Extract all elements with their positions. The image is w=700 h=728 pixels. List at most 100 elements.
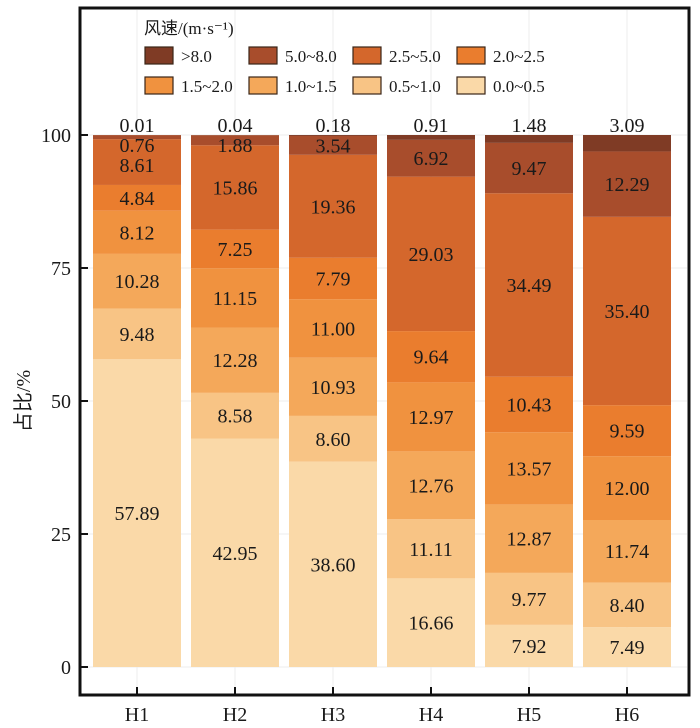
value-label: 0.91 [414, 115, 449, 137]
legend-label: >8.0 [181, 47, 212, 66]
y-tick-label: 50 [51, 391, 71, 413]
value-label: 9.59 [610, 421, 645, 443]
value-label: 0.04 [218, 115, 253, 137]
value-label: 12.00 [605, 478, 650, 500]
y-tick-label: 75 [51, 258, 71, 280]
value-label: 12.76 [409, 475, 454, 497]
value-label: 0.01 [120, 115, 155, 137]
bar-segment [485, 135, 573, 143]
bar-segment [485, 432, 573, 505]
legend-title: 风速/(m·s⁻¹) [144, 19, 234, 38]
bar-segment [485, 376, 573, 433]
bar-segment [485, 504, 573, 573]
legend-swatch [456, 46, 486, 65]
value-label: 9.64 [414, 347, 449, 369]
legend-label: 0.5~1.0 [389, 77, 441, 96]
bar-segment [191, 229, 279, 269]
bar-segment [93, 139, 181, 185]
bar-segment [387, 139, 475, 177]
legend-swatch [248, 46, 278, 65]
bar-segment [583, 216, 671, 406]
value-label: 8.60 [316, 429, 351, 451]
value-label: 15.86 [213, 177, 258, 199]
x-tick-label: H1 [125, 704, 149, 726]
value-label: 19.36 [311, 196, 356, 218]
bar-segment [191, 268, 279, 328]
legend-swatch [456, 76, 486, 95]
y-axis: 0 25 50 75 100 [41, 125, 88, 679]
legend-swatch [352, 76, 382, 95]
bar-segment [387, 135, 475, 140]
value-label: 0.76 [120, 135, 155, 157]
bar-segment [289, 357, 377, 416]
value-label: 0.18 [316, 115, 351, 137]
bar-segment [583, 582, 671, 628]
value-label: 8.12 [120, 222, 155, 244]
legend-label: 1.5~2.0 [181, 77, 233, 96]
value-label: 1.48 [512, 115, 547, 137]
legend-swatch [248, 76, 278, 95]
value-label: 4.84 [120, 188, 155, 210]
legend-label: 1.0~1.5 [285, 77, 337, 96]
value-label: 7.49 [610, 637, 645, 659]
x-tick-label: H3 [321, 704, 345, 726]
bar-segment [93, 184, 181, 211]
value-label: 12.28 [213, 350, 258, 372]
value-label: 11.00 [311, 318, 355, 340]
legend: 风速/(m·s⁻¹) >8.0 5.0~8.0 2.5~5.0 2.0~2.5 1.5~… [144, 19, 545, 96]
value-label: 10.43 [507, 394, 552, 416]
bar-segment [583, 520, 671, 583]
bar-segment [583, 456, 671, 521]
value-label: 8.40 [610, 595, 645, 617]
bar-segment [387, 519, 475, 579]
bar-segment [387, 176, 475, 332]
value-label: 12.87 [507, 529, 552, 551]
bar-segment [387, 331, 475, 383]
bar-segment [93, 308, 181, 360]
legend-swatch [144, 76, 174, 95]
value-label: 38.60 [311, 554, 356, 576]
bar-segment [485, 142, 573, 194]
x-tick-label: H6 [615, 704, 639, 726]
x-tick-label: H5 [517, 704, 541, 726]
bar-segment [191, 392, 279, 439]
y-axis-label: 占比/% [12, 370, 35, 432]
value-label: 10.28 [115, 271, 160, 293]
bar-segment [583, 627, 671, 667]
value-label: 9.77 [512, 589, 547, 611]
y-tick-label: 100 [41, 125, 71, 147]
bar-segment [485, 572, 573, 625]
value-label: 11.15 [213, 288, 257, 310]
legend-label: 2.5~5.0 [389, 47, 441, 66]
y-tick-label: 0 [61, 657, 71, 679]
value-label: 7.92 [512, 636, 547, 658]
legend-label: 0.0~0.5 [493, 77, 545, 96]
value-label: 10.93 [311, 377, 356, 399]
value-label: 11.74 [605, 541, 649, 563]
value-label: 7.79 [316, 269, 351, 291]
value-label: 9.47 [512, 158, 547, 180]
value-labels: 57.89 9.48 10.28 8.12 4.84 8.610.760.01 42.95 8… [115, 115, 650, 659]
bar-segment [387, 382, 475, 452]
plot-frame [78, 6, 691, 697]
bar-segment [93, 359, 181, 667]
value-label: 42.95 [213, 543, 258, 565]
bar-segment [289, 154, 377, 258]
bar-segment [485, 193, 573, 377]
legend-label: 5.0~8.0 [285, 47, 337, 66]
value-label: 12.97 [409, 407, 454, 429]
bar-segment [191, 145, 279, 230]
value-label: 57.89 [115, 503, 160, 525]
x-tick-label: H4 [419, 704, 443, 726]
value-label: 3.54 [316, 135, 351, 157]
value-label: 29.03 [409, 244, 454, 266]
y-tick-label: 25 [51, 524, 71, 546]
x-axis: H1 H2 H3 H4 H5 H6 [125, 687, 639, 726]
bar-segment [93, 135, 181, 140]
value-label: 6.92 [414, 148, 449, 170]
bar-segment [191, 135, 279, 146]
bar-segment [191, 438, 279, 667]
bar-segment [93, 210, 181, 254]
value-label: 13.57 [507, 458, 552, 480]
